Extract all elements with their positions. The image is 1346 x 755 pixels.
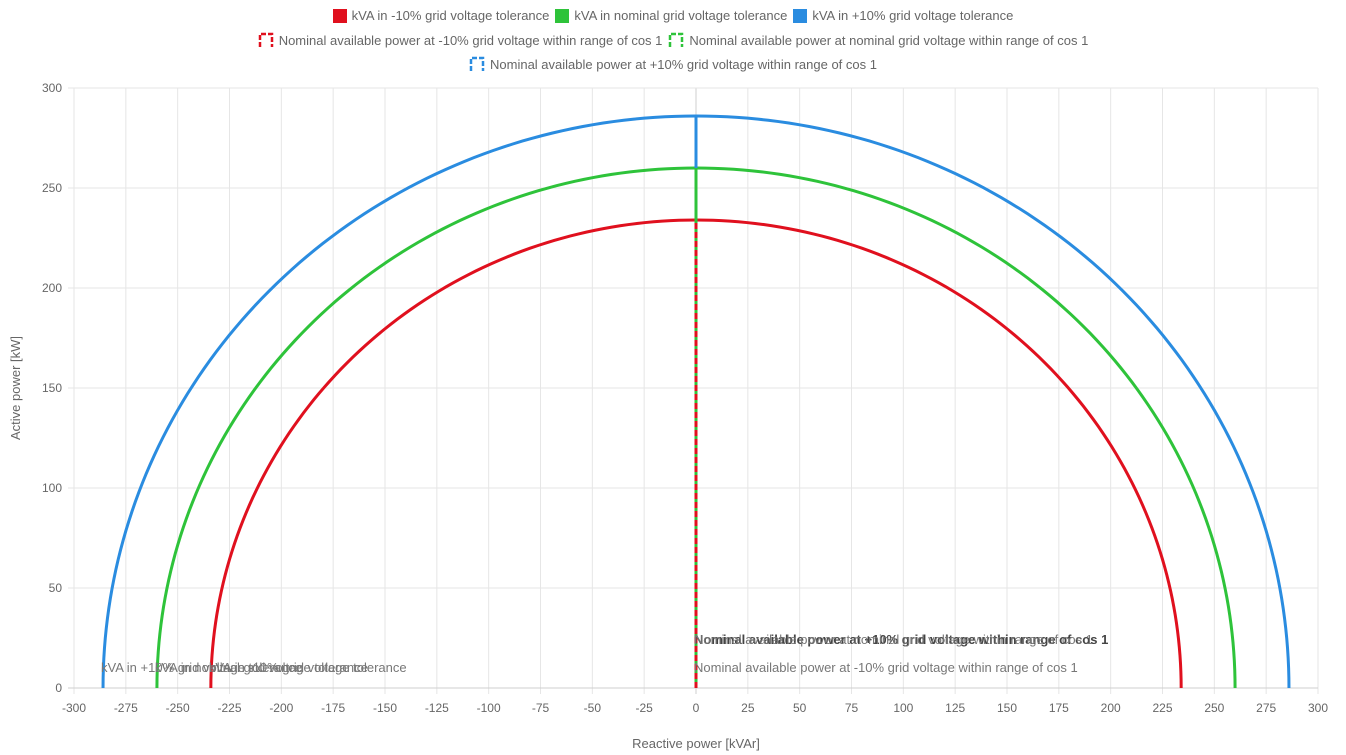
x-tick-label: -300 [62, 701, 86, 715]
x-tick-label: -225 [217, 701, 241, 715]
x-tick-label: -100 [477, 701, 501, 715]
y-tick-label: 250 [42, 181, 62, 195]
annotation-label: Nominal available power at +10% grid vol… [694, 632, 1108, 647]
x-tick-label: -175 [321, 701, 345, 715]
legend-item-kva-plus10[interactable]: kVA in +10% grid voltage tolerance [793, 8, 1013, 23]
grid-lines [68, 87, 1319, 694]
y-tick-label: 200 [42, 281, 62, 295]
y-tick-label: 0 [55, 681, 62, 695]
legend-item-nominal-minus10[interactable]: Nominal available power at -10% grid vol… [258, 32, 663, 48]
x-tick-label: 225 [1152, 701, 1172, 715]
x-tick-label: -125 [425, 701, 449, 715]
annotation-label: kVA in nominal grid voltage tolerance [155, 660, 368, 675]
y-axis-title: Active power [kW] [8, 336, 23, 440]
x-tick-label: -50 [584, 701, 602, 715]
legend-swatch-blue [793, 8, 808, 23]
legend-swatch-red [332, 8, 347, 23]
x-tick-label: -150 [373, 701, 397, 715]
x-tick-label: -200 [269, 701, 293, 715]
x-tick-label: 75 [845, 701, 859, 715]
x-tick-label: 150 [997, 701, 1017, 715]
x-tick-label: 0 [693, 701, 700, 715]
legend-swatch-green [555, 8, 570, 23]
legend-dash-icon-red [258, 32, 273, 47]
annotation-label: Nominal available power at nominal grid … [694, 632, 1093, 647]
x-axis-title: Reactive power [kVAr] [632, 736, 760, 751]
legend-label: Nominal available power at nominal grid … [689, 32, 1089, 48]
legend-row-3: Nominal available power at +10% grid vol… [0, 56, 1346, 72]
x-tick-label: -250 [166, 701, 190, 715]
x-tick-label: 50 [793, 701, 807, 715]
legend-item-nominal-plus10[interactable]: Nominal available power at +10% grid vol… [469, 56, 877, 72]
legend-label: Nominal available power at -10% grid vol… [278, 32, 663, 48]
x-tick-label: 250 [1204, 701, 1224, 715]
legend-item-kva-minus10[interactable]: kVA in -10% grid voltage tolerance [332, 8, 550, 23]
annotation-label: Nominal available power at -10% grid vol… [694, 660, 1078, 675]
legend-item-nominal-nominal[interactable]: Nominal available power at nominal grid … [668, 32, 1088, 48]
legend-row-1: kVA in -10% grid voltage tolerance kVA i… [0, 8, 1346, 23]
x-tick-label: 25 [741, 701, 755, 715]
legend-label: kVA in nominal grid voltage tolerance [574, 8, 788, 23]
x-tick-label: 275 [1256, 701, 1276, 715]
x-tick-label: 300 [1308, 701, 1328, 715]
x-tick-label: -75 [532, 701, 550, 715]
y-tick-label: 50 [49, 581, 63, 595]
y-axis-ticks: 0 50 100 150 200 250 300 [42, 81, 62, 695]
x-axis-ticks: -300 -275 -250 -225 -200 -175 -150 -125 -100 -75-… [62, 701, 1328, 715]
legend-label: kVA in +10% grid voltage tolerance [812, 8, 1014, 23]
legend-row-2: Nominal available power at -10% grid vol… [0, 32, 1346, 48]
annotation-label: kVA in +10% grid voltage tolerance [101, 660, 302, 675]
annotation-label: kVA in -10% grid voltage tolerance [209, 660, 407, 675]
y-tick-label: 150 [42, 381, 62, 395]
legend-label: kVA in -10% grid voltage tolerance [351, 8, 550, 23]
x-tick-label: 100 [893, 701, 913, 715]
series-group [101, 114, 1291, 689]
legend-label: Nominal available power at +10% grid vol… [490, 56, 877, 72]
legend-item-kva-nominal[interactable]: kVA in nominal grid voltage tolerance [555, 8, 787, 23]
legend-dash-icon-green [669, 32, 684, 47]
x-tick-label: 200 [1101, 701, 1121, 715]
x-tick-label: 175 [1049, 701, 1069, 715]
legend-dash-icon-blue [469, 56, 485, 71]
x-tick-label: 125 [945, 701, 965, 715]
x-tick-label: -25 [635, 701, 653, 715]
x-tick-label: -275 [114, 701, 138, 715]
y-tick-label: 100 [42, 481, 62, 495]
y-tick-label: 300 [42, 81, 62, 95]
